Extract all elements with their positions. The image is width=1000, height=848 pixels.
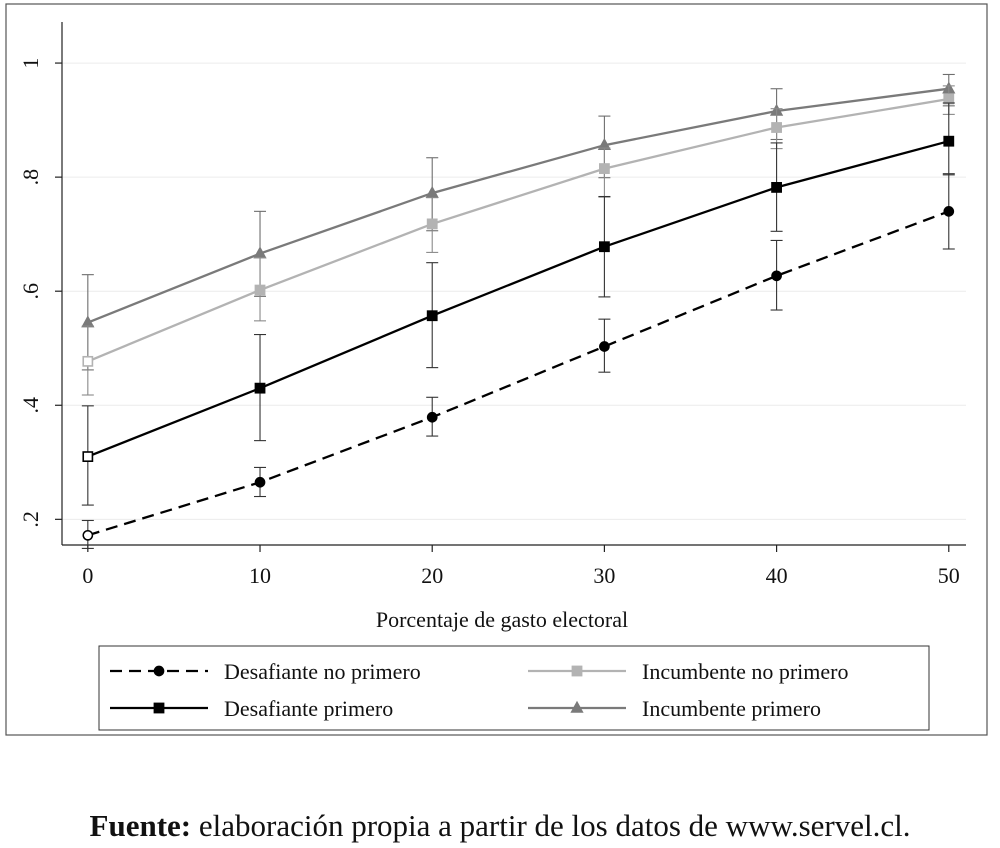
series-1-line [87, 140, 950, 458]
chart-svg: .2.4.6.810 10 20 30 40 50 Porcentaje de gasto… [5, 3, 988, 736]
y-tick-label-0: .2 [18, 511, 43, 528]
series-2-line [87, 97, 949, 363]
x-tick-label-4: 40 [766, 563, 788, 588]
series-layer [81, 73, 956, 549]
series-2-point-3 [598, 163, 610, 174]
legend-item-0: Desafiante no primero [110, 659, 421, 684]
x-tick-label-2: 20 [421, 563, 443, 588]
series-0-point-3 [599, 341, 610, 352]
legend-swatch-marker-1 [153, 702, 165, 714]
source-note: Fuente: elaboración propia a partir de l… [0, 808, 1000, 844]
x-axis-title: Porcentaje de gasto electoral [376, 607, 628, 632]
legend-swatch-marker-0 [153, 665, 165, 677]
legend-item-2: Incumbente no primero [528, 659, 849, 684]
series-1-point-4 [771, 181, 782, 193]
y-tick-label-2: .6 [18, 283, 43, 300]
legend-box [98, 645, 930, 731]
series-0-point-2 [426, 411, 438, 423]
source-label: Fuente: [89, 808, 192, 843]
series-2-point-1 [254, 284, 266, 296]
legend-swatch-marker-2 [571, 665, 583, 677]
legend-label-2: Incumbente no primero [642, 659, 849, 684]
legend-item-1: Desafiante primero [110, 696, 393, 721]
series-2 [81, 85, 955, 396]
x-tick-label-5: 50 [938, 563, 960, 588]
chart-figure: .2.4.6.8 1 0 10 20 30 40 50 Porcentaje de gasto… [5, 3, 988, 736]
grid-layer [62, 62, 966, 520]
series-1 [81, 102, 955, 506]
axis-layer: .2.4.6.810 10 20 30 40 50 [18, 22, 966, 588]
series-2-point-5 [943, 93, 955, 105]
y-tick-label-1: .4 [18, 397, 43, 414]
legend-label-3: Incumbente primero [642, 696, 821, 721]
series-0-point-0 [82, 529, 94, 541]
series-3-line [87, 87, 949, 324]
chart-outer-border [5, 3, 988, 736]
series-1-point-5 [943, 135, 955, 147]
y-tick-label-4: 1 [18, 58, 43, 69]
x-tick-label-1: 10 [249, 563, 271, 588]
series-2-point-2 [426, 218, 438, 230]
source-text: elaboración propia a partir de los datos… [191, 808, 911, 843]
series-0-point-1 [254, 476, 266, 488]
series-1-point-2 [426, 310, 438, 322]
legend-swatch-marker-3 [570, 700, 584, 713]
series-2-point-0 [82, 355, 94, 367]
legend-item-3: Incumbente primero [528, 696, 821, 721]
series-0 [81, 173, 955, 549]
series-0-point-4 [771, 270, 782, 282]
series-1-point-1 [254, 382, 266, 394]
x-tick-label-3: 30 [593, 563, 615, 588]
series-2-point-4 [771, 122, 782, 133]
series-0-line [87, 210, 950, 537]
series-0-point-5 [943, 206, 955, 217]
y-tick-label-3: .8 [18, 169, 43, 186]
legend-label-0: Desafiante no primero [224, 659, 421, 684]
series-1-point-3 [598, 241, 610, 253]
x-tick-label-0: 0 [82, 563, 93, 588]
legend: Desafiante no primero Desafiante primero I… [110, 659, 849, 721]
series-1-point-0 [82, 451, 94, 462]
legend-label-1: Desafiante primero [224, 696, 393, 721]
